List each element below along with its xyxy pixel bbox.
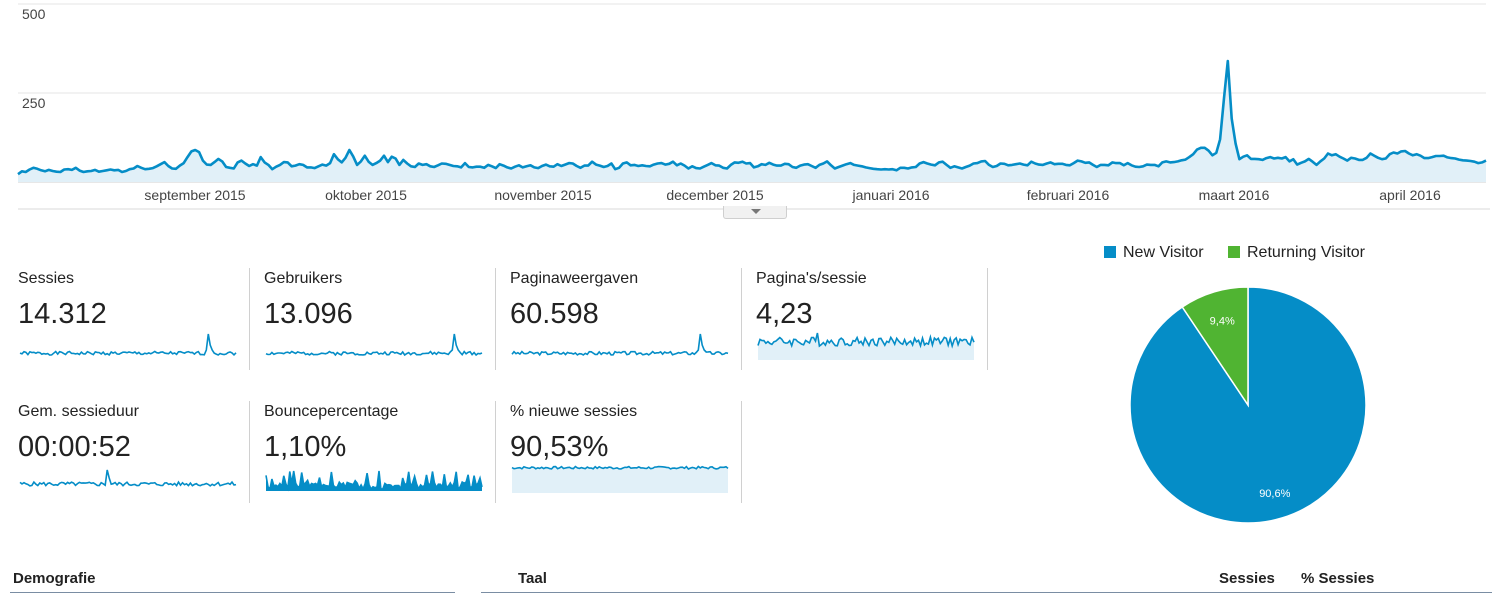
sessions-area-fill [18, 61, 1486, 182]
metric-value: 1,10% [264, 431, 347, 463]
table-header-underline [481, 592, 1492, 593]
metric-sparkline [265, 470, 483, 492]
metric-sessies[interactable]: Sessies 14.312 [18, 268, 250, 370]
legend-swatch-new [1104, 246, 1116, 258]
pie-slice-returning-visitor[interactable] [1181, 286, 1249, 408]
sparkline-area [512, 466, 728, 493]
sparkline-line [19, 333, 237, 357]
x-tick-label: oktober 2015 [325, 187, 407, 203]
x-tick-label: september 2015 [144, 187, 245, 203]
metric-sparkline [511, 465, 729, 493]
metric-label: Bouncepercentage [264, 403, 399, 420]
chevron-down-icon [751, 209, 761, 214]
metric-gem-sessieduur[interactable]: Gem. sessieduur 00:00:52 [18, 401, 250, 503]
metric-gebruikers[interactable]: Gebruikers 13.096 [264, 268, 496, 370]
metric-sparkline [19, 333, 237, 357]
y-tick-label: 250 [22, 95, 46, 111]
legend-returning-visitor[interactable]: Returning Visitor [1228, 244, 1365, 264]
metric-label: % nieuwe sessies [510, 403, 638, 420]
chart-collapse-toggle[interactable] [723, 206, 787, 219]
legend-new-visitor[interactable]: New Visitor [1104, 244, 1204, 264]
sparkline-line [265, 470, 483, 492]
x-tick-label: december 2015 [666, 187, 764, 203]
sparkline-line [511, 465, 729, 470]
legend-swatch-returning [1228, 246, 1240, 258]
sessions-timeline-chart: 500 250 september 2015 oktober 2015 nove… [17, 3, 1490, 210]
metric-label: Gem. sessieduur [18, 403, 139, 420]
metric-sparkline [19, 469, 237, 487]
sparkline-area [758, 333, 974, 360]
legend-label: New Visitor [1123, 244, 1204, 261]
x-tick-label: februari 2016 [1027, 187, 1110, 203]
metric-label: Pagina's/sessie [756, 270, 867, 287]
metric-sparkline [511, 333, 729, 357]
metric-value: 14.312 [18, 298, 107, 330]
metric-value: 60.598 [510, 298, 599, 330]
visitor-type-pie-chart: 90,6% 9,4% [1129, 286, 1367, 524]
sessions-line [17, 59, 1487, 176]
metric-label: Paginaweergaven [510, 270, 639, 287]
sparkline-line [511, 333, 729, 357]
x-tick-label: maart 2016 [1199, 187, 1270, 203]
metric-value: 13.096 [264, 298, 353, 330]
sparkline-line [265, 333, 483, 357]
demografie-underline [10, 592, 455, 593]
column-header-sessies[interactable]: Sessies [1219, 570, 1275, 587]
x-tick-label: april 2016 [1379, 187, 1441, 203]
metric-bouncepercentage[interactable]: Bouncepercentage 1,10% [264, 401, 496, 503]
legend-label: Returning Visitor [1247, 244, 1365, 261]
sparkline-line [19, 469, 237, 487]
metric-label: Gebruikers [264, 270, 343, 287]
metric-sparkline [265, 333, 483, 357]
metric-paginas-per-sessie[interactable]: Pagina's/sessie 4,23 [756, 268, 988, 370]
metric-value: 4,23 [756, 298, 813, 330]
x-tick-label: januari 2016 [851, 187, 929, 203]
pie-slice-new-visitor[interactable] [1129, 286, 1367, 524]
x-tick-label: november 2015 [494, 187, 592, 203]
metric-value: 00:00:52 [18, 431, 131, 463]
y-tick-label: 500 [22, 6, 46, 22]
metric-paginaweergaven[interactable]: Paginaweergaven 60.598 [510, 268, 742, 370]
sparkline-line [757, 332, 975, 349]
demografie-title: Demografie [13, 570, 96, 587]
column-header-taal[interactable]: Taal [518, 570, 547, 587]
pie-label-new-visitor: 90,6% [1259, 488, 1290, 500]
metric-sparkline [757, 332, 975, 360]
metric-label: Sessies [18, 270, 75, 287]
pie-label-returning-visitor: 9,4% [1210, 315, 1235, 327]
x-axis-month-labels: september 2015 oktober 2015 november 201… [144, 187, 1441, 203]
metric-nieuwe-sessies[interactable]: % nieuwe sessies 90,53% [510, 401, 742, 503]
metric-value: 90,53% [510, 431, 609, 463]
column-header-pct-sessies[interactable]: % Sessies [1301, 570, 1375, 587]
